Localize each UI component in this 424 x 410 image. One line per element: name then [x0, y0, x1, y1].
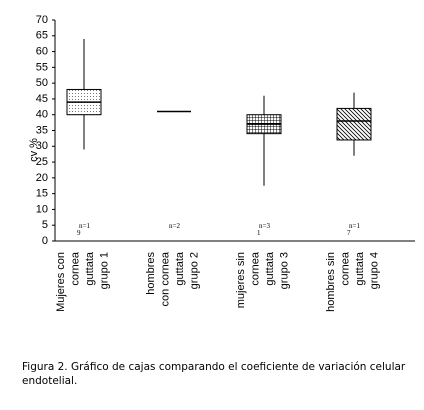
n-label: n=2	[169, 222, 180, 230]
caption-box: Figura 2. Gráfico de cajas comparando el…	[22, 361, 406, 387]
x-tick-label: hombres sin	[325, 252, 337, 312]
x-tick-label: grupo 3	[278, 252, 290, 289]
x-tick-label: guttata	[84, 251, 96, 286]
n-label: 7	[347, 229, 351, 237]
y-tick-label: 40	[36, 109, 48, 121]
y-tick-label: 15	[36, 188, 48, 200]
box	[336, 107, 372, 141]
n-label: 1	[257, 229, 261, 237]
caption: Figura 2. Gráfico de cajas comparando el…	[22, 361, 406, 387]
x-tick-label: grupo 2	[188, 252, 200, 289]
x-tick-label: cornea	[339, 251, 351, 286]
n-label: 9	[77, 229, 81, 237]
y-axis-label: cv %	[28, 138, 40, 162]
y-tick-label: 60	[36, 45, 48, 57]
y-tick-label: 70	[36, 14, 48, 26]
x-tick-label: con cornea	[159, 251, 171, 306]
y-tick-label: 10	[36, 203, 48, 215]
x-tick-label: hombres	[145, 252, 157, 295]
x-tick-label: mujeres sin	[235, 252, 247, 308]
y-tick-label: 25	[36, 156, 48, 168]
n-label: n=3	[259, 222, 270, 230]
n-label: n=1	[349, 222, 360, 230]
y-tick-label: 20	[36, 172, 48, 184]
y-tick-label: 35	[36, 124, 48, 136]
n-label: n=1	[79, 222, 90, 230]
x-tick-label: grupo 4	[368, 252, 380, 289]
y-tick-label: 30	[36, 140, 48, 152]
x-tick-label: cornea	[69, 251, 81, 286]
x-tick-label: grupo 1	[98, 252, 110, 289]
x-tick-label: Mujeres con	[55, 252, 67, 312]
y-tick-label: 0	[42, 235, 48, 247]
x-tick-label: guttata	[174, 251, 186, 286]
x-tick-label: guttata	[354, 251, 366, 286]
x-tick-label: cornea	[249, 251, 261, 286]
y-tick-label: 65	[36, 30, 48, 42]
y-tick-label: 55	[36, 61, 48, 73]
x-tick-label: guttata	[264, 251, 276, 286]
y-tick-label: 45	[36, 93, 48, 105]
y-tick-label: 5	[42, 219, 48, 231]
y-tick-label: 50	[36, 77, 48, 89]
